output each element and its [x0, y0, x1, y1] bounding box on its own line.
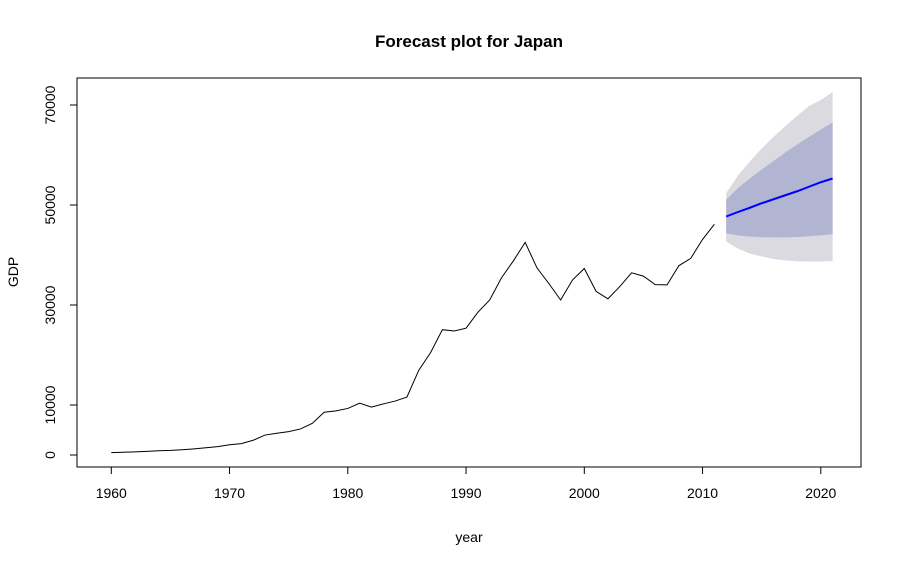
y-tick-label: 50000 — [42, 185, 58, 224]
y-axis: 0 10000 30000 50000 70000 — [42, 85, 78, 459]
x-tick-label: 1990 — [450, 485, 481, 501]
y-tick-label: 0 — [42, 451, 58, 459]
x-tick-label: 1980 — [332, 485, 363, 501]
history-line — [111, 223, 715, 454]
chart-title: Forecast plot for Japan — [375, 32, 563, 51]
y-axis-label: GDP — [5, 257, 21, 287]
y-tick-label: 10000 — [42, 385, 58, 424]
plot-area — [111, 92, 833, 454]
x-tick-label: 2000 — [569, 485, 600, 501]
forecast-line — [725, 177, 833, 218]
x-tick-label: 1970 — [214, 485, 245, 501]
x-tick-label: 2010 — [687, 485, 718, 501]
x-axis: 1960 1970 1980 1990 2000 2010 2020 — [96, 466, 837, 501]
x-tick-label: 1960 — [96, 485, 127, 501]
x-tick-label: 2020 — [805, 485, 836, 501]
x-axis-label: year — [455, 529, 483, 545]
y-tick-label: 70000 — [42, 85, 58, 124]
band-80 — [726, 122, 833, 238]
plot-frame — [76, 77, 862, 468]
y-tick-label: 30000 — [42, 285, 58, 324]
